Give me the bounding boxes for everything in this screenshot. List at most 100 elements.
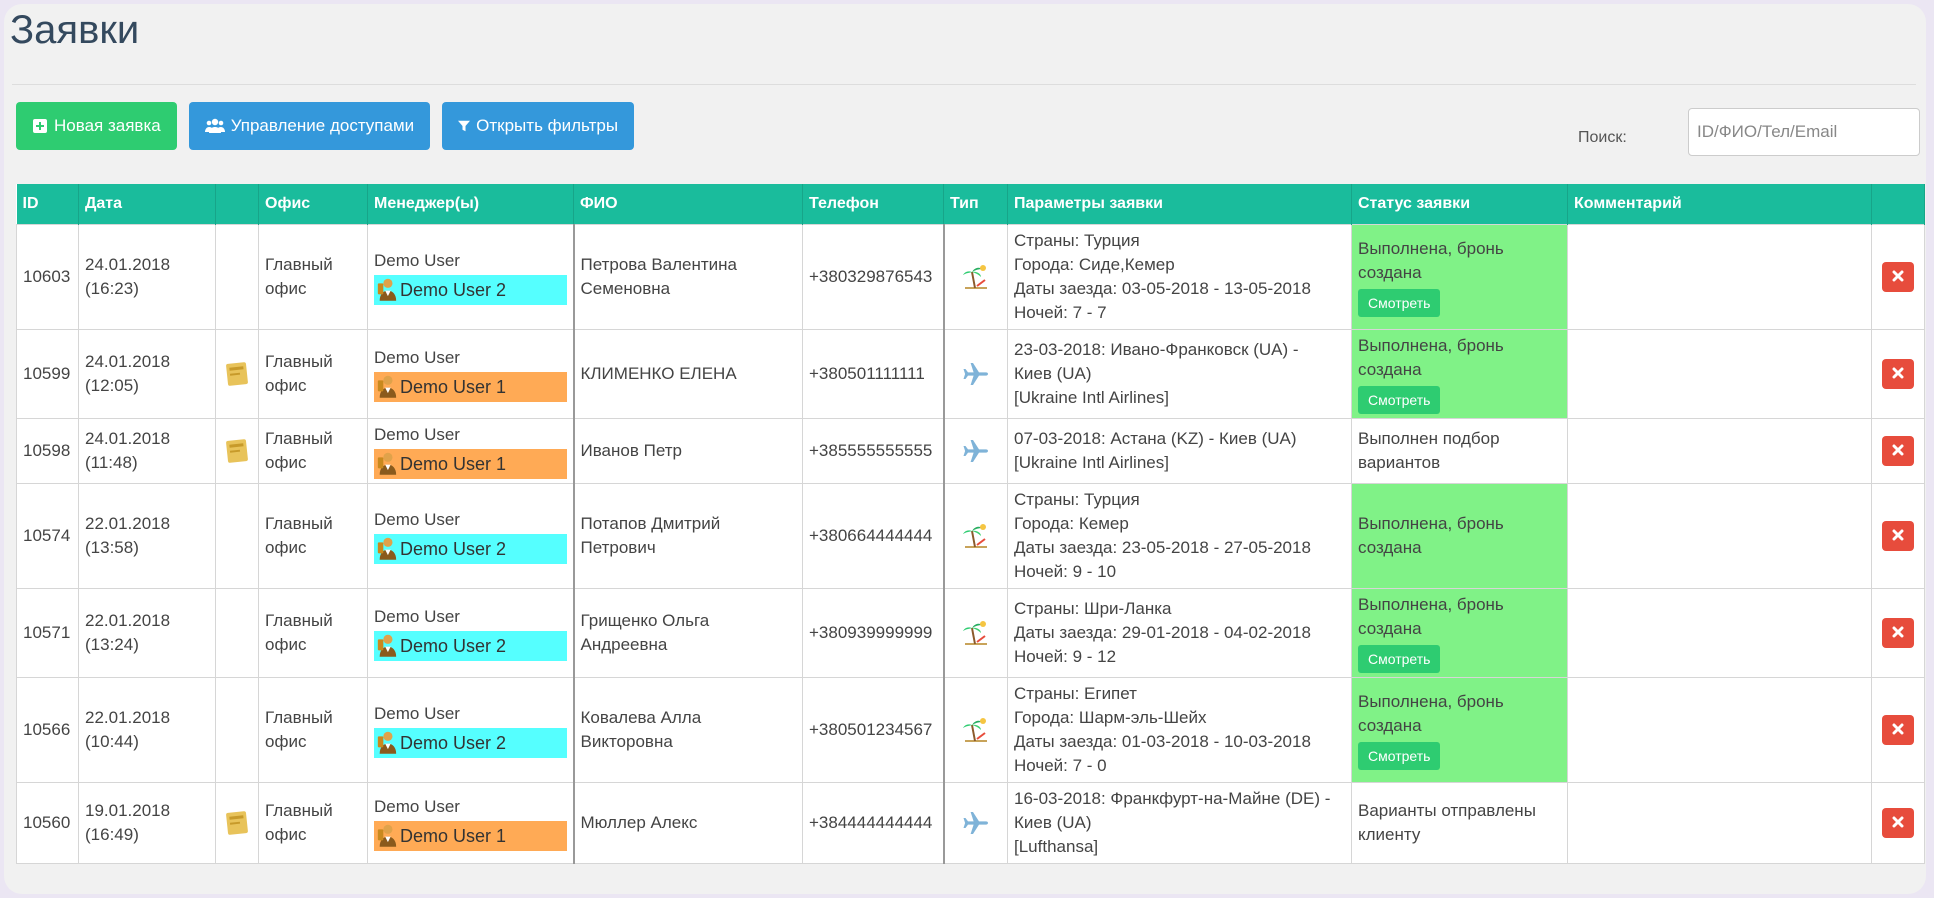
close-icon bbox=[1892, 362, 1904, 386]
cell-date: 19.01.2018 (16:49) bbox=[78, 782, 216, 864]
delete-button[interactable] bbox=[1882, 359, 1914, 389]
view-button[interactable]: Смотреть bbox=[1358, 645, 1441, 673]
params-line: Даты заезда: 23-05-2018 - 27-05-2018 bbox=[1014, 538, 1311, 557]
table-row[interactable]: 10598 24.01.2018 (11:48) Главный офис Demo… bbox=[16, 418, 1925, 484]
open-filters-button[interactable]: Открыть фильтры bbox=[442, 102, 635, 150]
cell-comment bbox=[1567, 782, 1872, 864]
table-row[interactable]: 10571 22.01.2018 (13:24) Главный офис Demo… bbox=[16, 588, 1925, 678]
manager-tag: Demo User 2 bbox=[374, 631, 567, 661]
column-header-managers[interactable]: Менеджер(ы) bbox=[367, 184, 574, 225]
requests-table: ID Дата Офис Менеджер(ы) ФИО Телефон Тип Параме… bbox=[16, 184, 1925, 864]
table-row[interactable]: 10599 24.01.2018 (12:05) Главный офис Demo… bbox=[16, 329, 1925, 419]
request-id: 10566 bbox=[23, 720, 71, 739]
cell-id: 10574 bbox=[16, 483, 79, 589]
delete-button[interactable] bbox=[1882, 436, 1914, 466]
cell-type bbox=[943, 329, 1008, 419]
client-phone: +380939999999 bbox=[809, 623, 933, 642]
new-request-label: Новая заявка bbox=[54, 116, 161, 135]
column-header-comment[interactable]: Комментарий bbox=[1567, 184, 1872, 225]
delete-button[interactable] bbox=[1882, 808, 1914, 838]
params-line: 23-03-2018: Ивано-Франковск (UA) - bbox=[1014, 340, 1299, 359]
cell-phone: +380939999999 bbox=[802, 588, 945, 678]
column-header-office[interactable]: Офис bbox=[258, 184, 368, 225]
cell-comment bbox=[1567, 224, 1872, 330]
cell-note bbox=[215, 782, 259, 864]
new-request-button[interactable]: Новая заявка bbox=[16, 102, 177, 150]
cell-managers: Demo User Demo User 2 bbox=[367, 224, 575, 330]
cell-status: Выполнена, бронь создана Смотреть bbox=[1351, 224, 1568, 330]
status-line: Выполнена, бронь bbox=[1358, 336, 1504, 355]
column-header-id[interactable]: ID bbox=[16, 184, 79, 225]
cell-managers: Demo User Demo User 2 bbox=[367, 677, 575, 783]
cell-office: Главный офис bbox=[258, 782, 368, 864]
column-header-actions[interactable] bbox=[1871, 184, 1925, 225]
client-name: Петрова Валентина bbox=[580, 255, 738, 274]
client-phone: +380501111111 bbox=[809, 364, 925, 383]
cell-fio: КЛИМЕНКО ЕЛЕНА bbox=[573, 329, 803, 419]
cell-fio: Потапов Дмитрий Петрович bbox=[573, 483, 803, 589]
column-header-fio[interactable]: ФИО bbox=[573, 184, 803, 225]
toolbar: Новая заявка Управление доступами Открыт… bbox=[16, 102, 635, 150]
params-line: Даты заезда: 03-05-2018 - 13-05-2018 bbox=[1014, 279, 1311, 298]
note-icon[interactable] bbox=[222, 359, 252, 389]
office-name: Главный bbox=[265, 352, 333, 371]
view-button[interactable]: Смотреть bbox=[1358, 742, 1441, 770]
cell-date: 22.01.2018 (13:58) bbox=[78, 483, 216, 589]
table-header-row: ID Дата Офис Менеджер(ы) ФИО Телефон Тип Параме… bbox=[16, 184, 1925, 225]
plane-icon bbox=[961, 436, 991, 466]
delete-button[interactable] bbox=[1882, 521, 1914, 551]
cell-office: Главный офис bbox=[258, 329, 368, 419]
note-icon[interactable] bbox=[222, 436, 252, 466]
view-button[interactable]: Смотреть bbox=[1358, 386, 1441, 414]
office-name: офис bbox=[265, 453, 307, 472]
table-row[interactable]: 10574 22.01.2018 (13:58) Главный офис Demo… bbox=[16, 483, 1925, 589]
access-management-button[interactable]: Управление доступами bbox=[188, 102, 431, 150]
column-header-phone[interactable]: Телефон bbox=[802, 184, 944, 225]
cell-params: Страны: Египет Города: Шарм-эль-Шейх Даты … bbox=[1007, 677, 1352, 783]
user-icon bbox=[376, 373, 398, 401]
delete-button[interactable] bbox=[1882, 262, 1914, 292]
column-header-params[interactable]: Параметры заявки bbox=[1007, 184, 1352, 225]
cell-office: Главный офис bbox=[258, 224, 368, 330]
delete-button[interactable] bbox=[1882, 618, 1914, 648]
filter-icon bbox=[458, 120, 471, 132]
cell-note bbox=[215, 418, 259, 484]
request-date: 22.01.2018 bbox=[85, 708, 171, 727]
office-name: офис bbox=[265, 732, 307, 751]
cell-actions bbox=[1871, 782, 1925, 864]
params-line: [Lufthansa] bbox=[1014, 837, 1099, 856]
status-line: Выполнена, бронь bbox=[1358, 514, 1504, 533]
status-line: создана bbox=[1358, 619, 1422, 638]
beach-icon bbox=[961, 715, 991, 745]
office-name: офис bbox=[265, 538, 307, 557]
table-row[interactable]: 10566 22.01.2018 (10:44) Главный офис Demo… bbox=[16, 677, 1925, 783]
manager-tag-label: Demo User 2 bbox=[400, 733, 507, 753]
request-time: (16:49) bbox=[85, 825, 139, 844]
params-line: Страны: Турция bbox=[1014, 490, 1140, 509]
cell-fio: Ковалева Алла Викторовна bbox=[573, 677, 803, 783]
table-row[interactable]: 10560 19.01.2018 (16:49) Главный офис Demo… bbox=[16, 782, 1925, 864]
request-time: (13:58) bbox=[85, 538, 139, 557]
column-header-note[interactable] bbox=[215, 184, 259, 225]
cell-managers: Demo User Demo User 2 bbox=[367, 588, 575, 678]
status-line: создана bbox=[1358, 360, 1422, 379]
cell-params: 16-03-2018: Франкфурт-на-Майне (DE) - Кие… bbox=[1007, 782, 1352, 864]
user-icon bbox=[376, 450, 398, 478]
column-header-date[interactable]: Дата bbox=[78, 184, 216, 225]
table-row[interactable]: 10603 24.01.2018 (16:23) Главный офис Demo… bbox=[16, 224, 1925, 330]
cell-fio: Иванов Петр bbox=[573, 418, 803, 484]
cell-type bbox=[943, 483, 1008, 589]
note-icon[interactable] bbox=[222, 808, 252, 838]
search-input[interactable] bbox=[1688, 108, 1920, 156]
delete-button[interactable] bbox=[1882, 715, 1914, 745]
view-button[interactable]: Смотреть bbox=[1358, 289, 1441, 317]
column-header-status[interactable]: Статус заявки bbox=[1351, 184, 1568, 225]
manager-tag-label: Demo User 1 bbox=[400, 454, 507, 474]
request-date: 19.01.2018 bbox=[85, 801, 171, 820]
cell-office: Главный офис bbox=[258, 677, 368, 783]
open-filters-label: Открыть фильтры bbox=[476, 116, 619, 135]
user-icon bbox=[376, 535, 398, 563]
close-icon bbox=[1892, 811, 1904, 835]
office-name: офис bbox=[265, 635, 307, 654]
column-header-type[interactable]: Тип bbox=[943, 184, 1008, 225]
